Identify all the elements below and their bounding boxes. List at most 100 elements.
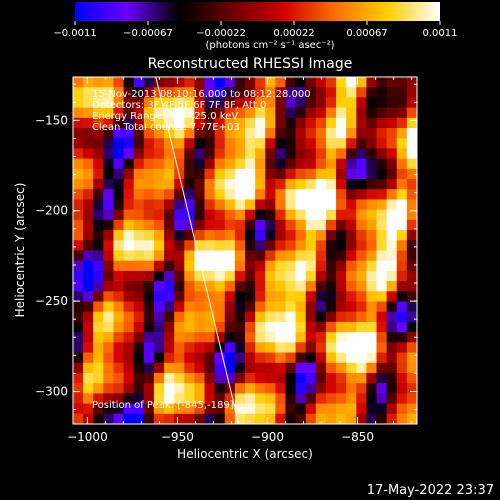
heatmap-cell — [386, 138, 398, 150]
heatmap-cell — [234, 311, 246, 323]
heatmap-cell — [245, 342, 256, 354]
heatmap-cell — [325, 168, 337, 180]
heatmap-cell — [396, 383, 408, 394]
heatmap-cell — [103, 362, 115, 374]
heatmap-cell — [406, 168, 417, 180]
heatmap-cell — [315, 383, 327, 394]
heatmap-cell — [305, 230, 317, 241]
heatmap-cell — [336, 372, 347, 384]
heatmap-cell — [73, 117, 84, 129]
heatmap-cell — [315, 189, 327, 201]
heatmap-cell — [366, 230, 378, 241]
heatmap-cell — [174, 413, 185, 424]
heatmap-cell — [143, 413, 155, 424]
heatmap-cell — [194, 281, 206, 292]
heatmap-cell — [376, 393, 388, 405]
heatmap-cell — [255, 393, 266, 405]
heatmap-cell — [113, 128, 125, 139]
heatmap-cell — [204, 230, 216, 241]
heatmap-cell — [224, 352, 236, 364]
heatmap-cell — [325, 209, 337, 221]
heatmap-cell — [93, 393, 104, 405]
heatmap-cell — [255, 291, 266, 303]
heatmap-cell — [346, 230, 357, 241]
heatmap-cell — [174, 148, 185, 160]
heatmap-cell — [113, 179, 125, 190]
heatmap-cell — [214, 179, 226, 190]
heatmap-cell — [275, 372, 287, 384]
heatmap-cell — [234, 158, 246, 170]
heatmap-cell — [366, 372, 378, 384]
heatmap-cell — [103, 240, 115, 252]
heatmap-cell — [143, 97, 155, 109]
heatmap-cell — [245, 230, 256, 241]
heatmap-cell — [396, 148, 408, 160]
heatmap-cell — [376, 158, 388, 170]
heatmap-cell — [133, 291, 145, 303]
heatmap-cell — [396, 413, 408, 424]
heatmap-cell — [153, 352, 165, 364]
heatmap-cell — [103, 332, 115, 343]
heatmap-cell — [386, 199, 398, 211]
heatmap-cell — [255, 383, 266, 394]
heatmap-cell — [73, 87, 84, 99]
heatmap-cell — [275, 383, 287, 394]
heatmap-cell — [265, 311, 276, 323]
heatmap-cell — [174, 332, 185, 343]
heatmap-cell — [315, 301, 327, 313]
heatmap-cell — [174, 362, 185, 374]
heatmap-cell — [224, 301, 236, 313]
heatmap-cell — [83, 158, 94, 170]
heatmap-cell — [265, 270, 276, 282]
heatmap-cell — [315, 372, 327, 384]
heatmap-cell — [214, 270, 226, 282]
heatmap-cell — [184, 393, 196, 405]
heatmap-cell — [366, 189, 378, 201]
heatmap-cell — [396, 179, 408, 190]
heatmap-cell — [133, 352, 145, 364]
heatmap-cell — [315, 117, 327, 129]
heatmap-cell — [346, 413, 357, 424]
heatmap-cell — [315, 209, 327, 221]
heatmap-cell — [396, 240, 408, 252]
heatmap-cell — [305, 362, 317, 374]
heatmap-cell — [184, 240, 196, 252]
heatmap-cell — [356, 393, 368, 405]
heatmap-cell — [194, 97, 206, 109]
heatmap-cell — [325, 179, 337, 190]
heatmap-cell — [164, 107, 175, 119]
heatmap-cell — [123, 87, 135, 99]
heatmap-cell — [255, 281, 266, 292]
heatmap-cell — [224, 260, 236, 272]
heatmap-cell — [113, 158, 125, 170]
heatmap-cell — [103, 230, 115, 241]
heatmap-cell — [245, 168, 256, 180]
heatmap-cell — [295, 352, 307, 364]
heatmap-cell — [366, 342, 378, 354]
heatmap-cell — [386, 168, 398, 180]
heatmap-cell — [336, 362, 347, 374]
heatmap-cell — [305, 301, 317, 313]
heatmap-cell — [153, 199, 165, 211]
heatmap-cell — [133, 230, 145, 241]
heatmap-cell — [255, 301, 266, 313]
heatmap-cell — [73, 250, 84, 262]
heatmap-cell — [265, 403, 276, 415]
heatmap-cell — [214, 321, 226, 333]
heatmap-cell — [285, 321, 297, 333]
heatmap-cell — [204, 148, 216, 160]
heatmap-cell — [366, 199, 378, 211]
heatmap-cell — [396, 97, 408, 109]
heatmap-cell — [184, 291, 196, 303]
heatmap-cell — [204, 158, 216, 170]
heatmap-cell — [406, 413, 417, 424]
heatmap-cell — [396, 77, 408, 88]
heatmap-cell — [396, 260, 408, 272]
heatmap-cell — [143, 362, 155, 374]
heatmap-cell — [73, 168, 84, 180]
heatmap-cell — [396, 117, 408, 129]
heatmap-cell — [204, 311, 216, 323]
heatmap-cell — [245, 189, 256, 201]
heatmap-cell — [295, 87, 307, 99]
heatmap-cell — [143, 281, 155, 292]
